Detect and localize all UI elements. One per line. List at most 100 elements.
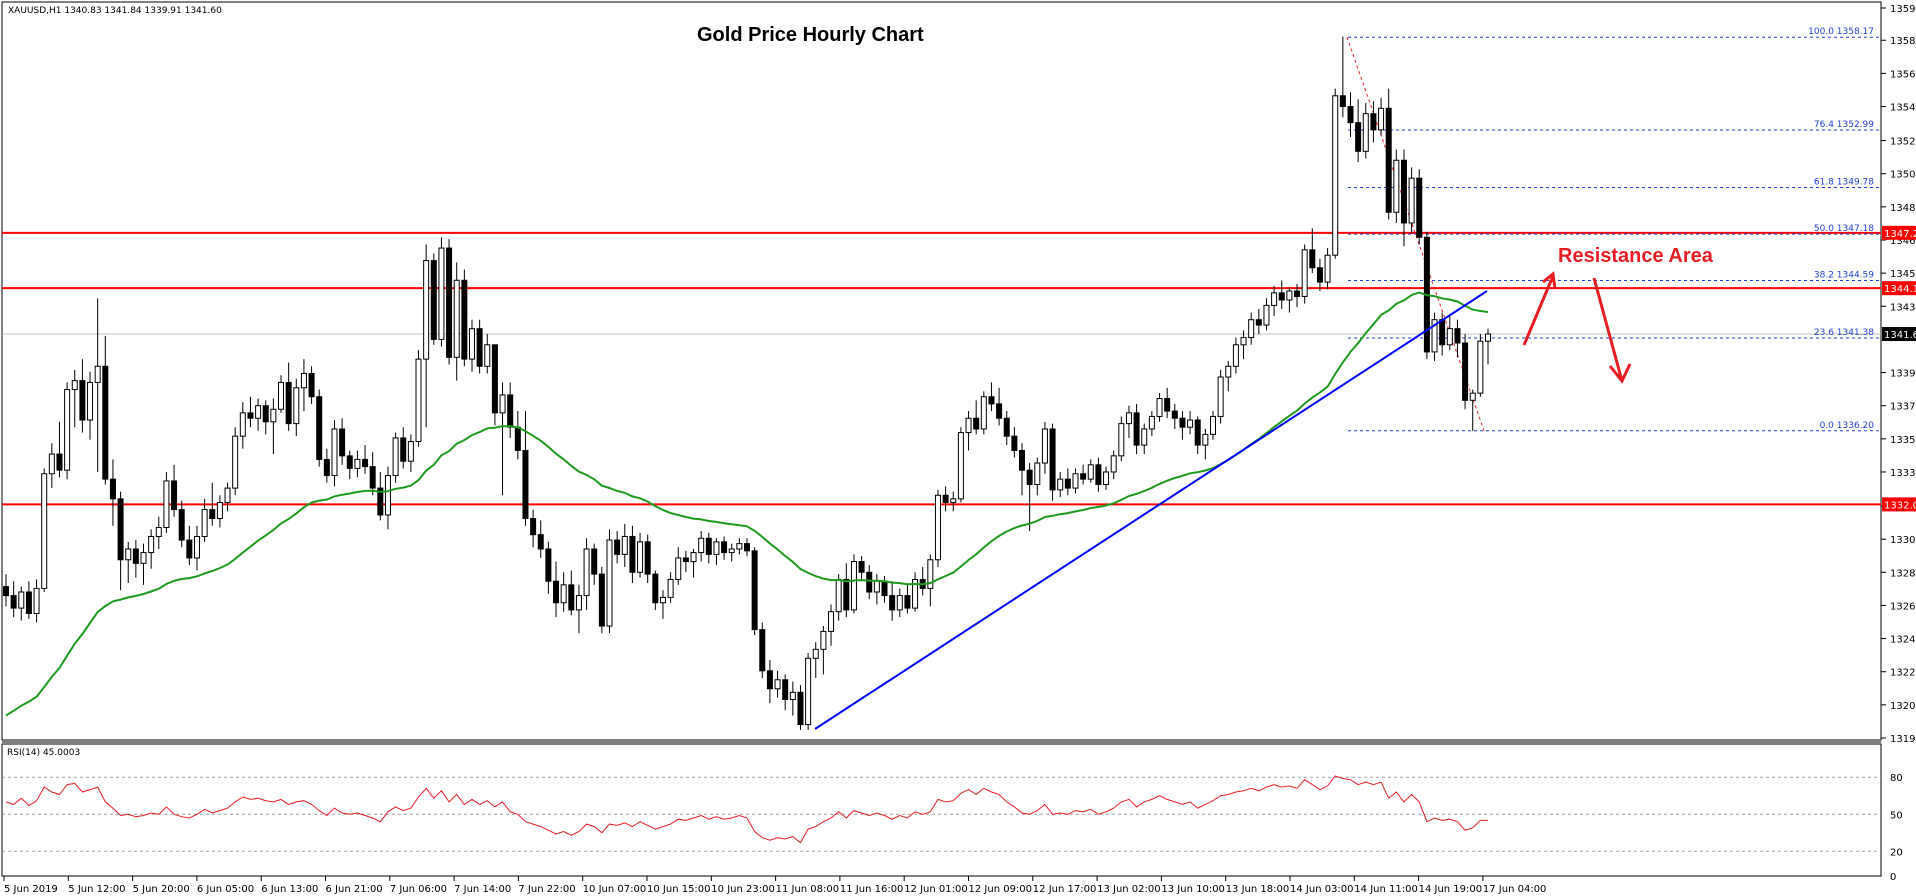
chart-title: Gold Price Hourly Chart	[697, 24, 924, 46]
candle-body	[1271, 292, 1278, 306]
candle-body	[965, 417, 972, 434]
candle-body	[1148, 415, 1155, 430]
candle-body	[1248, 319, 1255, 339]
candle-body	[774, 679, 781, 690]
candle-body	[713, 541, 720, 555]
y-tick-label: 1352.40	[1890, 137, 1916, 148]
candle-body	[377, 487, 384, 516]
candle-body	[499, 394, 506, 414]
level-price-label: 1344.16	[1884, 284, 1916, 295]
down-arrowhead-icon	[1608, 363, 1632, 384]
candle-body	[1324, 254, 1331, 283]
time-axis: 5 Jun 2019 5 Jun 12:00 5 Jun 20:00 6 Jun 05…	[3, 876, 1547, 895]
level-price-tag	[1882, 497, 1916, 512]
resistance-area-label: Resistance Area	[1558, 245, 1714, 267]
candle-body	[132, 548, 139, 564]
up-arrow	[1522, 275, 1555, 346]
x-tick-label: 7 Jun 22:00	[518, 884, 575, 895]
fib-level-label: 50.0 1347.18	[1814, 224, 1874, 234]
trendline	[814, 290, 1488, 730]
candle-body	[736, 543, 743, 550]
y-tick-label: 1320.90	[1890, 701, 1916, 712]
candle-body	[751, 550, 758, 631]
rsi-panel	[1, 743, 1882, 877]
y-tick-label: 1319.05	[1890, 734, 1916, 745]
candle-body	[293, 387, 300, 425]
candle-body	[201, 509, 208, 537]
candle-body	[33, 587, 40, 614]
candle-body	[705, 537, 712, 555]
candle-body	[1309, 249, 1316, 269]
candle-body	[1095, 464, 1102, 486]
candle-body	[1469, 392, 1476, 401]
candle-body	[140, 552, 147, 564]
y-tick-label: 1339.45	[1890, 369, 1916, 380]
y-tick-label: 1354.30	[1890, 103, 1916, 114]
fib-level-label: 76.4 1352.99	[1814, 120, 1874, 130]
x-tick-label: 12 Jun 01:00	[904, 884, 968, 895]
y-tick-label: 1326.45	[1890, 601, 1916, 612]
price-axis: 1359.80 1358.00 1356.15 1354.30 1352.40 1350.…	[1881, 4, 1916, 745]
candle-body	[148, 535, 155, 554]
y-tick-label: 1348.70	[1890, 203, 1916, 214]
candle-body	[125, 548, 132, 561]
candle-body	[1179, 417, 1186, 428]
candle-body	[904, 595, 911, 609]
candle-body	[255, 405, 262, 419]
candle-body	[186, 539, 193, 559]
candle-body	[614, 539, 621, 555]
level-price-tag	[1882, 225, 1916, 240]
candle-body	[1439, 319, 1446, 346]
candle-body	[1263, 304, 1270, 326]
candle-body	[1072, 473, 1079, 489]
candle-body	[1477, 340, 1484, 394]
candle-body	[25, 591, 32, 614]
candle-body	[1400, 159, 1407, 224]
candle-body	[1286, 290, 1293, 301]
candle-body	[102, 365, 109, 480]
candle-body	[1209, 415, 1216, 435]
candle-body	[446, 247, 453, 358]
candle-body	[461, 279, 468, 360]
candle-body	[362, 458, 369, 468]
symbol-info: XAUUSD,H1 1340.83 1341.84 1339.91 1341.6…	[8, 6, 222, 16]
y-tick-label: 1359.80	[1890, 4, 1916, 15]
candle-body	[698, 537, 705, 554]
x-tick-label: 17 Jun 04:00	[1483, 884, 1547, 895]
candle-body	[1057, 478, 1064, 491]
candle-body	[957, 432, 964, 500]
up-arrowhead-icon	[1542, 271, 1557, 290]
candle-body	[1049, 428, 1056, 491]
candle-body	[430, 260, 437, 340]
candle-body	[56, 453, 63, 471]
x-tick-label: 14 Jun 11:00	[1354, 884, 1418, 895]
candle-body	[453, 279, 460, 358]
current-price-tag	[1882, 327, 1916, 342]
rsi-level-label: 50	[1890, 810, 1903, 821]
candle-body	[980, 396, 987, 430]
x-tick-label: 12 Jun 09:00	[969, 884, 1033, 895]
candle-body	[667, 578, 674, 598]
x-tick-label: 11 Jun 16:00	[840, 884, 904, 895]
candle-body	[621, 535, 628, 555]
fib-level-label: 0.0 1336.20	[1820, 421, 1875, 431]
candle-body	[789, 691, 796, 700]
candle-body	[1294, 290, 1301, 297]
candle-body	[1003, 417, 1010, 437]
level-price-label: 1347.25	[1884, 229, 1916, 240]
fib-level-label: 38.2 1344.59	[1814, 270, 1874, 280]
x-tick-label: 6 Jun 13:00	[261, 884, 318, 895]
candle-body	[782, 679, 789, 700]
x-tick-label: 13 Jun 02:00	[1097, 884, 1161, 895]
candle-body	[583, 548, 590, 597]
candle-body	[1187, 419, 1194, 428]
x-tick-label: 7 Jun 14:00	[454, 884, 511, 895]
candle-body	[346, 455, 353, 469]
candle-body	[1194, 419, 1201, 446]
y-tick-label: 1330.15	[1890, 535, 1916, 546]
candle-body	[537, 534, 544, 550]
candle-body	[728, 548, 735, 554]
candle-body	[835, 578, 842, 613]
candle-body	[94, 365, 101, 383]
y-tick-label: 1328.30	[1890, 568, 1916, 579]
